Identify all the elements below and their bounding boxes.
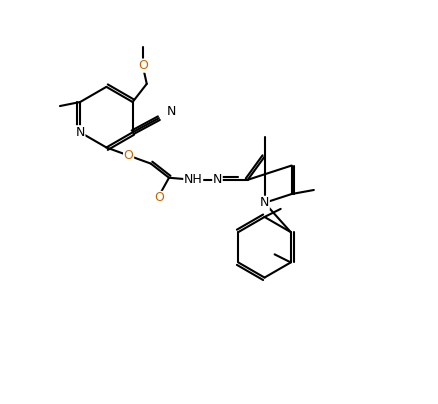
Text: NH: NH [184,173,202,186]
Text: N: N [212,173,222,186]
Text: N: N [75,126,85,139]
Text: N: N [259,196,268,209]
Text: O: O [138,59,147,72]
Text: N: N [166,105,176,118]
Text: O: O [124,149,133,162]
Text: O: O [154,191,163,204]
